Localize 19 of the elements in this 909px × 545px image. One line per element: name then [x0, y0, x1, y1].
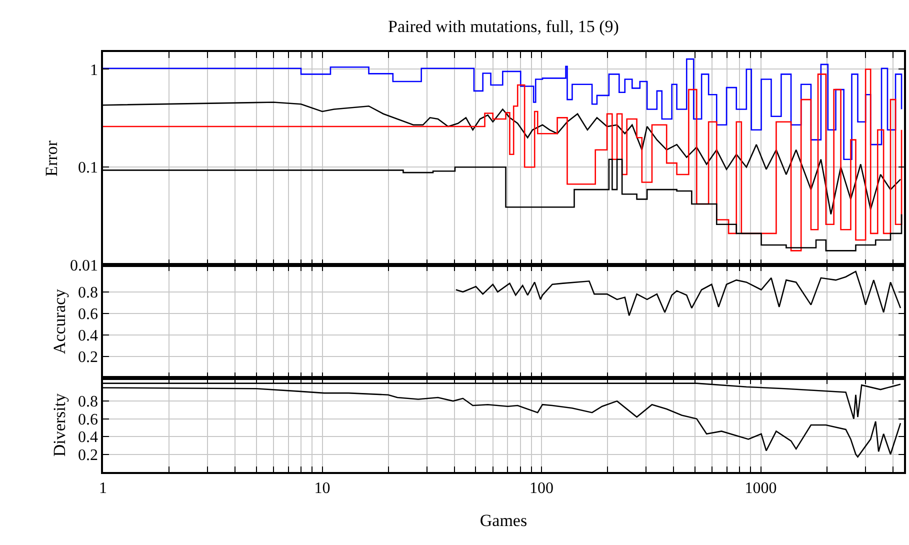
x-tick-label: 100	[530, 480, 554, 497]
y-tick-label: 0.6	[78, 306, 98, 324]
y-axis-title: Accuracy	[50, 288, 70, 354]
y-tick-label: 1	[90, 62, 98, 79]
y-tick-label: 0.4	[78, 328, 98, 345]
y-axis-title: Error	[42, 140, 62, 176]
y-tick-label: 0.6	[78, 411, 98, 428]
y-tick-label: 0.2	[78, 446, 98, 464]
y-tick-label: 0.01	[70, 258, 98, 275]
y-axis-title: Diversity	[50, 392, 70, 457]
y-tick-label: 0.2	[78, 349, 98, 366]
x-tick-label: 1000	[744, 480, 777, 497]
y-tick-label: 0.4	[78, 429, 98, 446]
y-tick-label: 0.8	[78, 394, 98, 411]
y-tick-label: 0.8	[78, 284, 98, 302]
chart-title: Paired with mutations, full, 15 (9)	[388, 17, 619, 36]
x-tick-label: 10	[314, 480, 330, 497]
x-axis-title: Games	[480, 510, 528, 530]
y-tick-label: 0.1	[78, 160, 98, 177]
